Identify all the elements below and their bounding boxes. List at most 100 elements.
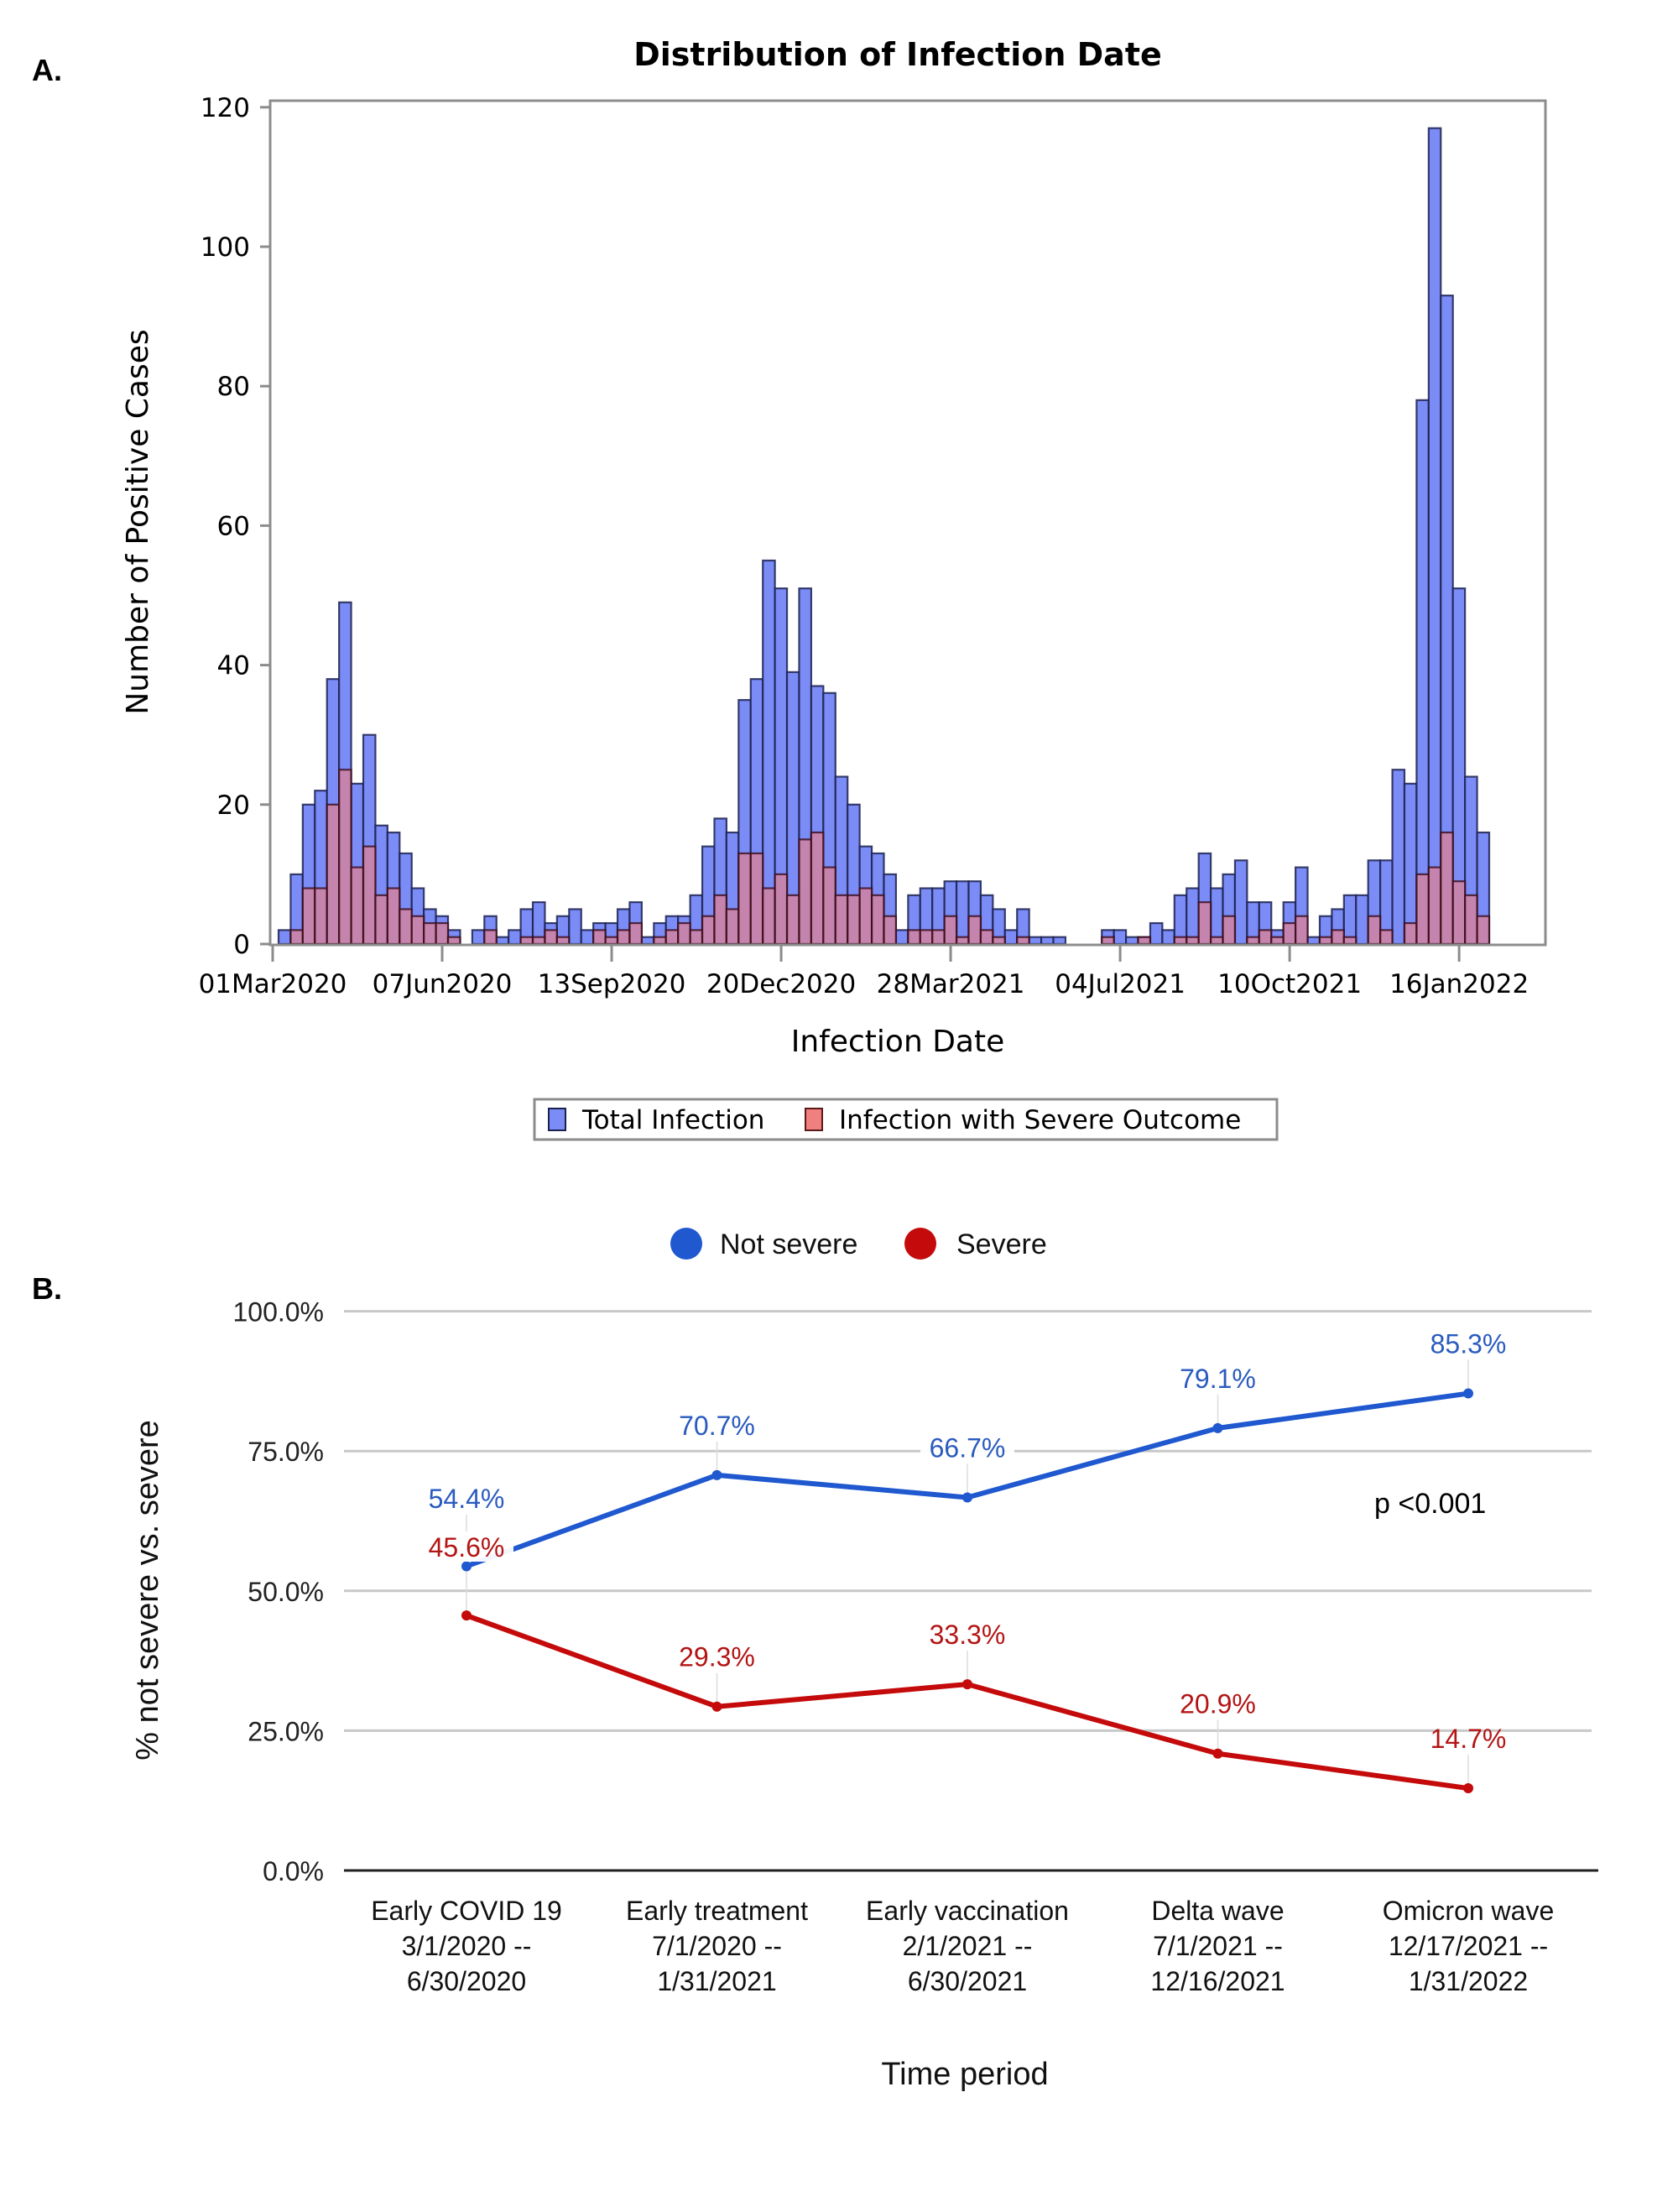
panel-a: A. Distribution of Infection Date 0 20 40 6… <box>32 36 1547 1141</box>
y-tick-label: 80 <box>217 372 250 402</box>
bar-severe-outcome <box>1173 936 1188 946</box>
data-label-bg <box>1170 1688 1265 1719</box>
bar-severe-outcome <box>979 929 994 946</box>
bar-severe-outcome <box>628 921 643 946</box>
bar-severe-outcome <box>810 831 825 946</box>
legend-label-severe-outcome: Infection with Severe Outcome <box>839 1105 1241 1135</box>
legend-box <box>533 1098 1279 1141</box>
legend-marker-severe <box>904 1228 936 1260</box>
bar-total-infection <box>1233 859 1248 946</box>
chart-a-title: Distribution of Infection Date <box>633 36 1162 73</box>
x-tick-label: 16Jan2022 <box>1389 969 1529 999</box>
x-tick-label: 10Oct2021 <box>1217 969 1362 999</box>
data-label-bg <box>670 1409 764 1440</box>
bar-severe-outcome <box>1222 915 1237 946</box>
data-label-severe: 14.7% <box>1430 1724 1507 1754</box>
bar-total-infection <box>1403 782 1418 946</box>
legend-label-severe: Severe <box>956 1229 1047 1260</box>
bar-severe-outcome <box>604 936 619 946</box>
point-not-severe <box>962 1492 972 1503</box>
x-axis-title: Infection Date <box>791 1025 1005 1059</box>
bar-severe-outcome <box>435 921 450 946</box>
bar-severe-outcome <box>798 838 813 946</box>
bar-severe-outcome <box>1246 936 1260 946</box>
y-tick-label: 40 <box>217 651 250 681</box>
y-tick-label: 0 <box>233 930 250 960</box>
bar-severe-outcome <box>555 936 571 946</box>
bar-severe-outcome <box>883 915 898 946</box>
bar-total-infection <box>471 929 486 946</box>
x-category-label: 7/1/2021 -- <box>1153 1931 1283 1961</box>
bar-severe-outcome <box>350 866 365 946</box>
data-label-severe: 33.3% <box>930 1620 1006 1650</box>
bar-severe-outcome <box>301 887 316 946</box>
bar-severe-outcome <box>653 936 667 946</box>
bar-severe-outcome <box>362 845 377 946</box>
bar-severe-outcome <box>677 921 691 946</box>
bar-severe-outcome <box>931 929 946 946</box>
bar-total-infection <box>580 929 595 946</box>
data-label-bg <box>1421 1328 1515 1359</box>
y-tick-label: 60 <box>217 511 250 541</box>
bar-severe-outcome <box>483 929 498 946</box>
bar-total-infection <box>955 880 970 946</box>
bar-total-infection <box>1124 936 1139 946</box>
bar-severe-outcome <box>1379 929 1394 946</box>
bar-severe-outcome <box>955 936 970 946</box>
bar-severe-outcome <box>1451 880 1467 946</box>
bar-total-infection <box>1113 929 1128 946</box>
bar-severe-outcome <box>399 908 413 946</box>
bar-total-infection <box>894 929 909 946</box>
bar-severe-outcome <box>1415 873 1430 946</box>
y-axis-title: % not severe vs. severe <box>130 1420 165 1761</box>
y-tick-label: 120 <box>201 93 250 123</box>
x-category-label: 1/31/2022 <box>1409 1966 1528 1996</box>
bar-severe-outcome <box>1016 936 1030 946</box>
bar-severe-outcome <box>701 915 716 946</box>
x-tick-label: 04Jul2021 <box>1055 969 1186 999</box>
bar-severe-outcome <box>1197 901 1212 946</box>
bar-total-infection <box>1052 936 1067 946</box>
bar-total-infection <box>1040 936 1055 946</box>
y-axis-ticks: 0 20 40 60 80 100 120 <box>201 93 270 960</box>
bar-severe-outcome <box>689 929 704 946</box>
data-label-bg <box>420 1531 513 1562</box>
bar-severe-outcome <box>737 852 752 946</box>
x-tick-label: 28Mar2021 <box>877 969 1025 999</box>
bar-severe-outcome <box>943 915 958 946</box>
bar-severe-outcome <box>326 803 341 946</box>
bar-severe-outcome <box>762 887 776 946</box>
bar-severe-outcome <box>374 894 388 946</box>
bar-severe-outcome <box>1258 929 1273 946</box>
data-label-bg <box>420 1483 513 1513</box>
bar-total-infection <box>1149 921 1164 946</box>
x-category-label: 3/1/2020 -- <box>402 1931 532 1961</box>
bar-severe-outcome <box>446 936 461 946</box>
point-severe <box>1212 1748 1223 1759</box>
bar-severe-outcome <box>870 894 885 946</box>
panel-b-label: B. <box>32 1271 62 1306</box>
x-category-label: Early COVID 19 <box>371 1896 562 1926</box>
point-severe <box>711 1701 722 1712</box>
x-category-label: 7/1/2020 -- <box>652 1931 782 1961</box>
legend-label-total-infection: Total Infection <box>581 1105 764 1135</box>
bar-total-infection <box>1028 936 1043 946</box>
legend-a: Total Infection Infection with Severe Ou… <box>533 1098 1279 1141</box>
x-tick-label: 01Mar2020 <box>199 969 347 999</box>
bar-total-infection <box>1391 769 1406 946</box>
bar-total-infection <box>1427 127 1442 946</box>
x-category-label: 6/30/2020 <box>407 1966 526 1996</box>
bar-severe-outcome <box>1331 929 1345 946</box>
bar-total-infection <box>1161 929 1175 946</box>
x-category-label: 12/16/2021 <box>1150 1966 1285 1996</box>
bar-severe-outcome <box>1464 894 1478 946</box>
bar-severe-outcome <box>847 894 861 946</box>
severe-outcome-bars <box>289 769 1491 946</box>
legend-swatch-total-infection <box>548 1108 566 1131</box>
y-tick-label: 0.0% <box>263 1856 324 1886</box>
data-label-bg <box>920 1432 1014 1463</box>
bar-severe-outcome <box>1476 915 1491 946</box>
bar-severe-outcome <box>616 929 631 946</box>
x-category-label: Omicron wave <box>1383 1896 1555 1926</box>
